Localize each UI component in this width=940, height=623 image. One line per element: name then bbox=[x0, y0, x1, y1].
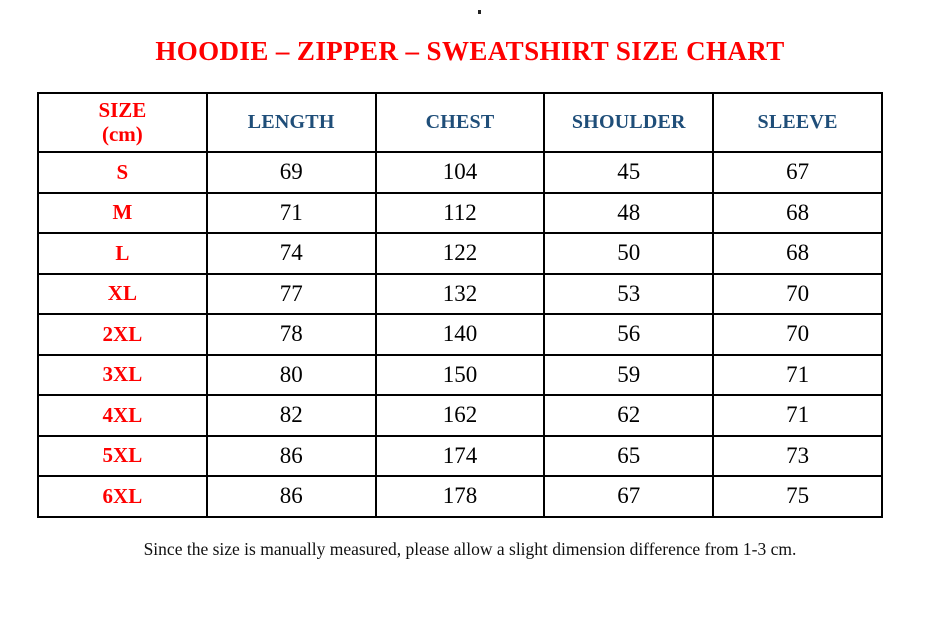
size-label: XL bbox=[37, 272, 208, 315]
size-label: 5XL bbox=[37, 434, 208, 477]
measurement-cell: 71 bbox=[712, 394, 883, 437]
measurement-cell: 67 bbox=[712, 151, 883, 194]
size-label: 4XL bbox=[37, 394, 208, 437]
measurement-cell: 68 bbox=[712, 232, 883, 275]
size-label: 6XL bbox=[37, 475, 208, 518]
measurement-cell: 67 bbox=[543, 475, 715, 518]
page-title: HOODIE – ZIPPER – SWEATSHIRT SIZE CHART bbox=[155, 36, 785, 66]
measurement-cell: 45 bbox=[543, 151, 715, 194]
measurement-cell: 86 bbox=[205, 475, 377, 518]
table-row: L 74 122 50 68 bbox=[37, 232, 883, 275]
size-label: 3XL bbox=[37, 353, 208, 396]
measurement-cell: 71 bbox=[205, 191, 377, 234]
table-row: 5XL 86 174 65 73 bbox=[37, 434, 883, 477]
column-header-size: SIZE (cm) bbox=[37, 92, 208, 153]
measurement-cell: 80 bbox=[205, 353, 377, 396]
measurement-cell: 104 bbox=[374, 151, 546, 194]
table-row: 3XL 80 150 59 71 bbox=[37, 353, 883, 396]
measurement-cell: 77 bbox=[205, 272, 377, 315]
measurement-cell: 74 bbox=[205, 232, 377, 275]
measurement-cell: 86 bbox=[205, 434, 377, 477]
measurement-cell: 69 bbox=[205, 151, 377, 194]
measurement-cell: 62 bbox=[543, 394, 715, 437]
measurement-cell: 70 bbox=[712, 313, 883, 356]
table-row: S 69 104 45 67 bbox=[37, 151, 883, 194]
size-header-line2: (cm) bbox=[101, 121, 143, 146]
measurement-cell: 140 bbox=[374, 313, 546, 356]
table-header: SIZE (cm) LENGTH CHEST SHOULDER SLEEVE bbox=[37, 92, 883, 153]
size-label: L bbox=[37, 232, 208, 275]
table-row: 6XL 86 178 67 75 bbox=[37, 475, 883, 518]
measurement-cell: 122 bbox=[374, 232, 546, 275]
measurement-cell: 78 bbox=[205, 313, 377, 356]
table-row: 2XL 78 140 56 70 bbox=[37, 313, 883, 356]
measurement-cell: 132 bbox=[374, 272, 546, 315]
measurement-cell: 178 bbox=[374, 475, 546, 518]
measurement-cell: 70 bbox=[712, 272, 883, 315]
measurement-cell: 112 bbox=[374, 191, 546, 234]
measurement-cell: 50 bbox=[543, 232, 715, 275]
size-label: 2XL bbox=[37, 313, 208, 356]
measurement-cell: 162 bbox=[374, 394, 546, 437]
stray-dot-artifact bbox=[478, 10, 481, 14]
measurement-cell: 174 bbox=[374, 434, 546, 477]
measurement-cell: 73 bbox=[712, 434, 883, 477]
size-label: S bbox=[37, 151, 208, 194]
measurement-cell: 68 bbox=[712, 191, 883, 234]
column-header-length: LENGTH bbox=[205, 92, 377, 153]
header-row: SIZE (cm) LENGTH CHEST SHOULDER SLEEVE bbox=[37, 92, 883, 153]
measurement-cell: 71 bbox=[712, 353, 883, 396]
measurement-cell: 56 bbox=[543, 313, 715, 356]
column-header-shoulder: SHOULDER bbox=[543, 92, 715, 153]
size-label: M bbox=[37, 191, 208, 234]
table-row: 4XL 82 162 62 71 bbox=[37, 394, 883, 437]
measurement-cell: 59 bbox=[543, 353, 715, 396]
table-row: XL 77 132 53 70 bbox=[37, 272, 883, 315]
size-header-line1: SIZE bbox=[98, 97, 147, 122]
measurement-cell: 53 bbox=[543, 272, 715, 315]
measurement-cell: 65 bbox=[543, 434, 715, 477]
footer-note: Since the size is manually measured, ple… bbox=[143, 538, 797, 559]
measurement-cell: 82 bbox=[205, 394, 377, 437]
column-header-sleeve: SLEEVE bbox=[712, 92, 883, 153]
table-row: M 71 112 48 68 bbox=[37, 191, 883, 234]
table-body: S 69 104 45 67 M 71 112 48 68 L 74 122 50 68 XL 77 132 53 7… bbox=[37, 151, 883, 518]
measurement-cell: 75 bbox=[712, 475, 883, 518]
size-chart-table: SIZE (cm) LENGTH CHEST SHOULDER SLEEVE S 69 1… bbox=[37, 92, 883, 518]
measurement-cell: 48 bbox=[543, 191, 715, 234]
column-header-chest: CHEST bbox=[374, 92, 546, 153]
measurement-cell: 150 bbox=[374, 353, 546, 396]
